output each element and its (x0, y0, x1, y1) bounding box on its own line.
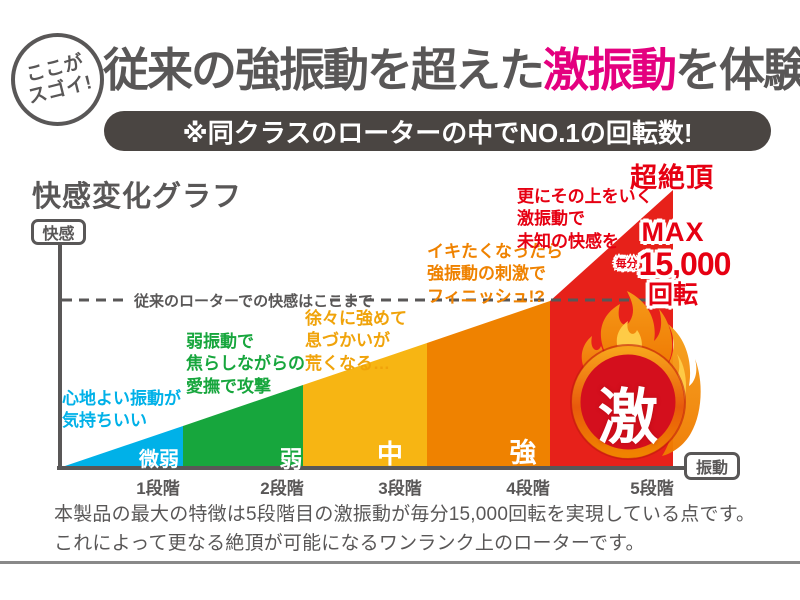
headline-highlight: 激振動 (543, 44, 677, 96)
peak-label: 超絶頂 (630, 163, 714, 193)
band-bijaku (62, 426, 183, 467)
threshold-label: 従来のローターでの快感はここまで (134, 293, 374, 310)
geki-circle-ring (570, 344, 686, 460)
band-chuu (303, 343, 427, 467)
sub-banner-text: ※同クラスのローターの中でNO.1の回転数! (182, 117, 693, 148)
rpm-value: 15,000 (638, 246, 732, 282)
per-minute-text: 毎分 (615, 257, 638, 270)
band-kyou (427, 301, 550, 467)
x-axis-label-box: 振動 (684, 452, 740, 480)
band-jaku (183, 385, 303, 467)
stage-tick-1: 1段階 (136, 479, 180, 498)
annotation-stage4: イキたくなったら 強振動の刺激で フィニッシュ!? (427, 242, 563, 306)
stage-tick-4: 4段階 (506, 479, 550, 498)
sub-banner: ※同クラスのローターの中でNO.1の回転数! (104, 111, 771, 151)
headline-post: を体験!! (675, 44, 800, 96)
rpm-unit: 回転 (647, 281, 698, 309)
annotation-stage2: 弱振動で 焦らしながらの 愛撫で攻撃 (186, 332, 305, 396)
stage-tick-2: 2段階 (260, 479, 304, 498)
x-axis-line (57, 466, 686, 470)
y-axis-label: 快感 (42, 226, 75, 243)
y-axis-line (58, 243, 62, 470)
footer-description: 本製品の最大の特徴は5段階目の激振動が毎分15,000回転を実現している点です。… (54, 504, 756, 554)
headline: 従来の強振動を超えた激振動を体験!! (103, 34, 800, 100)
chart-title: 快感変化グラフ (32, 181, 243, 213)
band-label-jaku: 弱 (279, 446, 303, 472)
headline-pre: 従来の強振動を超えた (103, 44, 545, 96)
band-label-chuu: 中 (376, 439, 404, 469)
x-axis-label: 振動 (695, 460, 728, 477)
bottom-divider (0, 561, 800, 564)
band-label-kyou: 強 (509, 438, 537, 468)
stage-tick-5: 5段階 (630, 479, 674, 498)
annotation-stage1: 心地よい振動が 気持ちいい (62, 389, 181, 431)
stage-tick-3: 3段階 (378, 479, 422, 498)
koko-ga-sugoi-badge: ここが スゴイ! (11, 33, 104, 126)
y-axis-label-box: 快感 (31, 219, 86, 245)
annotation-stage5: 更にその上をいく 激振動で 未知の快感を (517, 187, 653, 251)
max-text: MAX (641, 217, 705, 247)
band-label-geki: 激 (598, 384, 658, 451)
band-label-bijaku: 微弱 (139, 449, 179, 471)
max-rpm-callout: MAX 毎分 15,000 回転 (612, 217, 734, 309)
geki-circle-badge (571, 345, 685, 459)
badge-text: ここが スゴイ! (23, 51, 95, 108)
annotation-stage3: 徐々に強めて 息づかいが 荒くなる… (305, 309, 407, 373)
